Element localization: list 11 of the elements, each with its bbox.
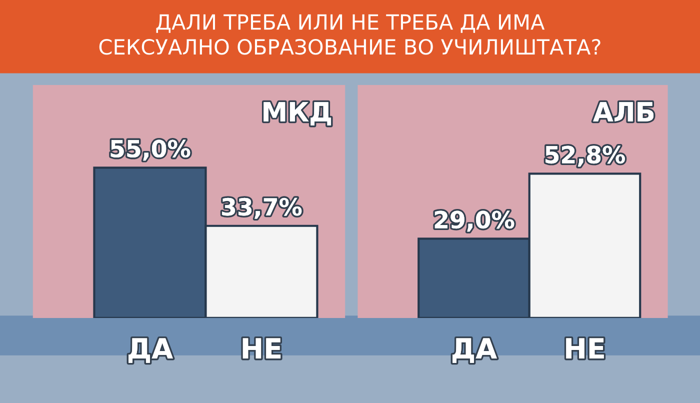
- data-label: 52,8%: [546, 146, 625, 167]
- data-label: 29,0%: [434, 210, 514, 232]
- data-label: 55,0%: [110, 140, 190, 161]
- chart-title: АЛБ: [593, 102, 654, 122]
- x-tick-label: ДА: [452, 338, 497, 363]
- x-tick-label: ДА: [128, 338, 173, 363]
- x-tick-label: НЕ: [242, 338, 281, 359]
- data-label: 33,7%: [222, 198, 302, 219]
- chart-title: МКД: [264, 102, 332, 126]
- x-tick-label: НЕ: [566, 338, 604, 359]
- text: ДАЛИ ТРЕБА ИЛИ НЕ ТРЕБА ДА ИМА СЕКСУАЛНО ОБРАЗОВАНИЕ ВО УЧИЛИШТАТА?: [99, 14, 600, 55]
